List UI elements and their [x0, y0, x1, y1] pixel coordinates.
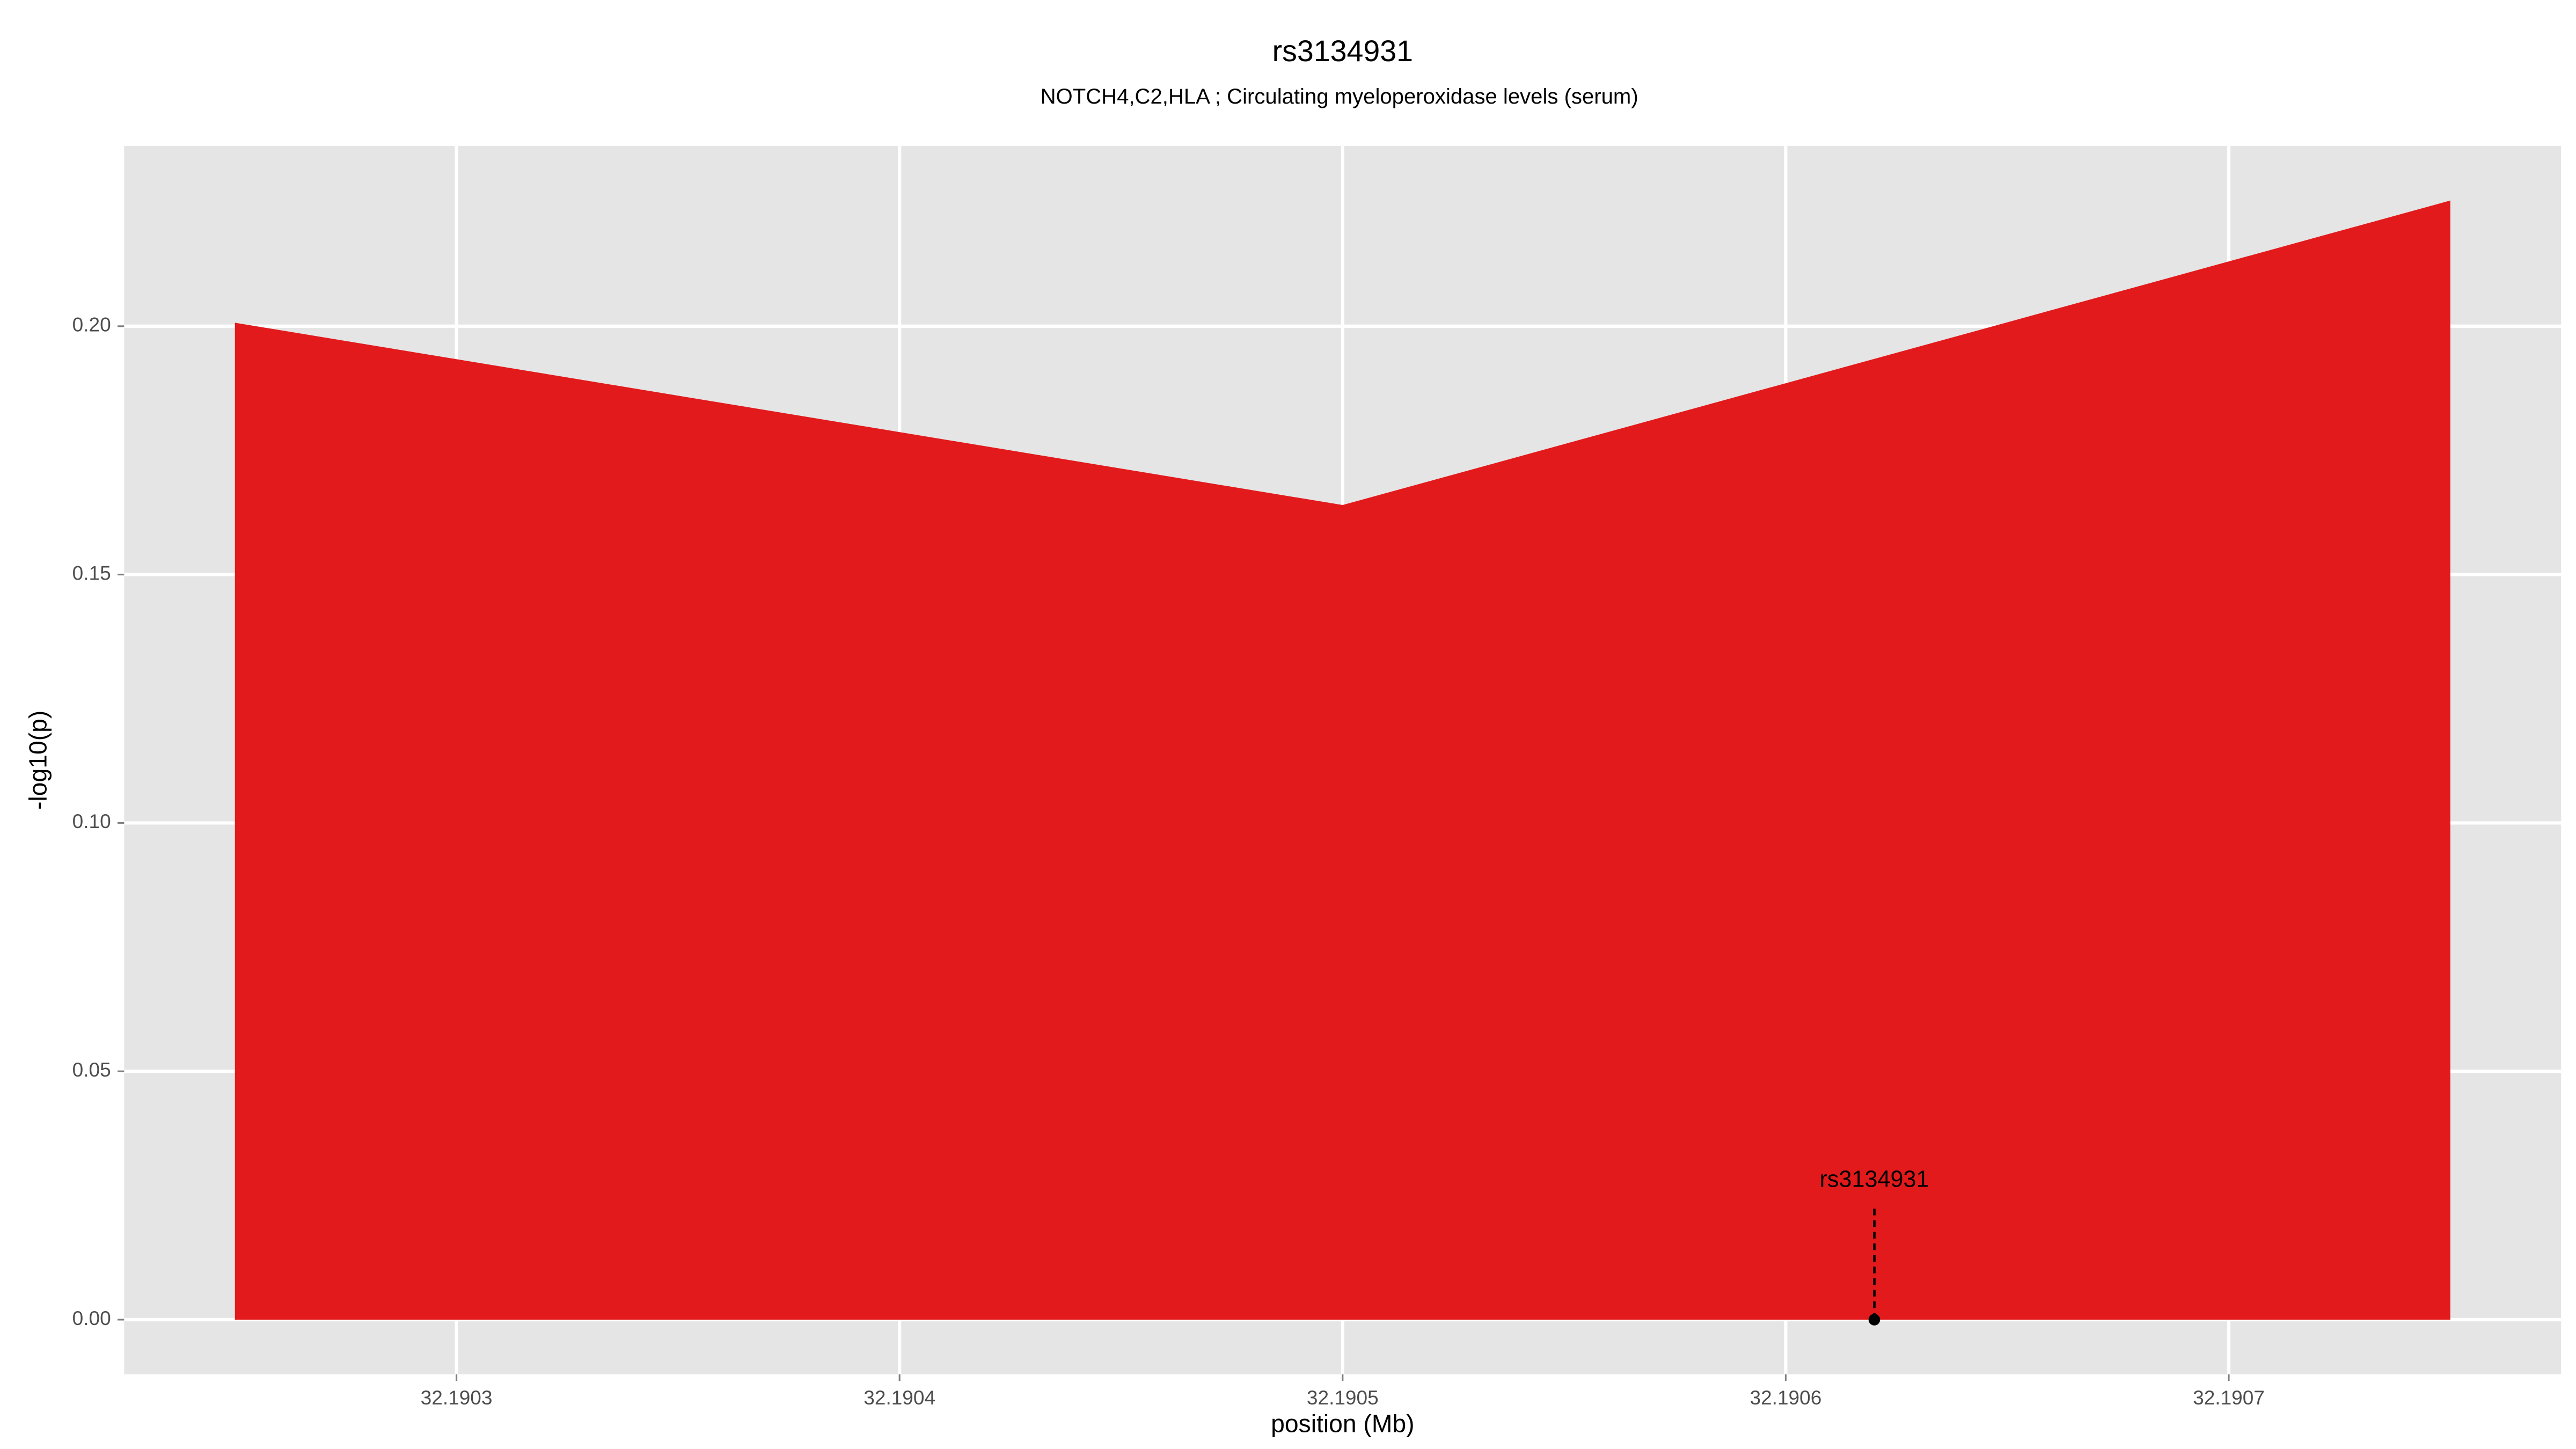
area [235, 200, 2450, 1320]
y-tick-label: 0.10 [72, 810, 111, 832]
x-tick-label: 32.1903 [421, 1386, 493, 1409]
y-tick-label: 0.20 [72, 313, 111, 336]
annotation-point [1868, 1314, 1880, 1326]
y-axis-label: -log10(p) [24, 711, 52, 810]
x-tick-label: 32.1905 [1307, 1386, 1379, 1409]
x-tick-label: 32.1906 [1750, 1386, 1822, 1409]
x-tick-label: 32.1904 [863, 1386, 935, 1409]
chart-subtitle: NOTCH4,C2,HLA ; Circulating myeloperoxid… [1041, 85, 1638, 108]
y-tick-label: 0.05 [72, 1058, 111, 1081]
x-axis-label: position (Mb) [1271, 1410, 1414, 1438]
x-tick-label: 32.1907 [2193, 1386, 2265, 1409]
chart-title: rs3134931 [1272, 34, 1413, 68]
y-tick-label: 0.15 [72, 561, 111, 584]
y-tick-label: 0.00 [72, 1307, 111, 1329]
annotation-label: rs3134931 [1820, 1166, 1929, 1192]
